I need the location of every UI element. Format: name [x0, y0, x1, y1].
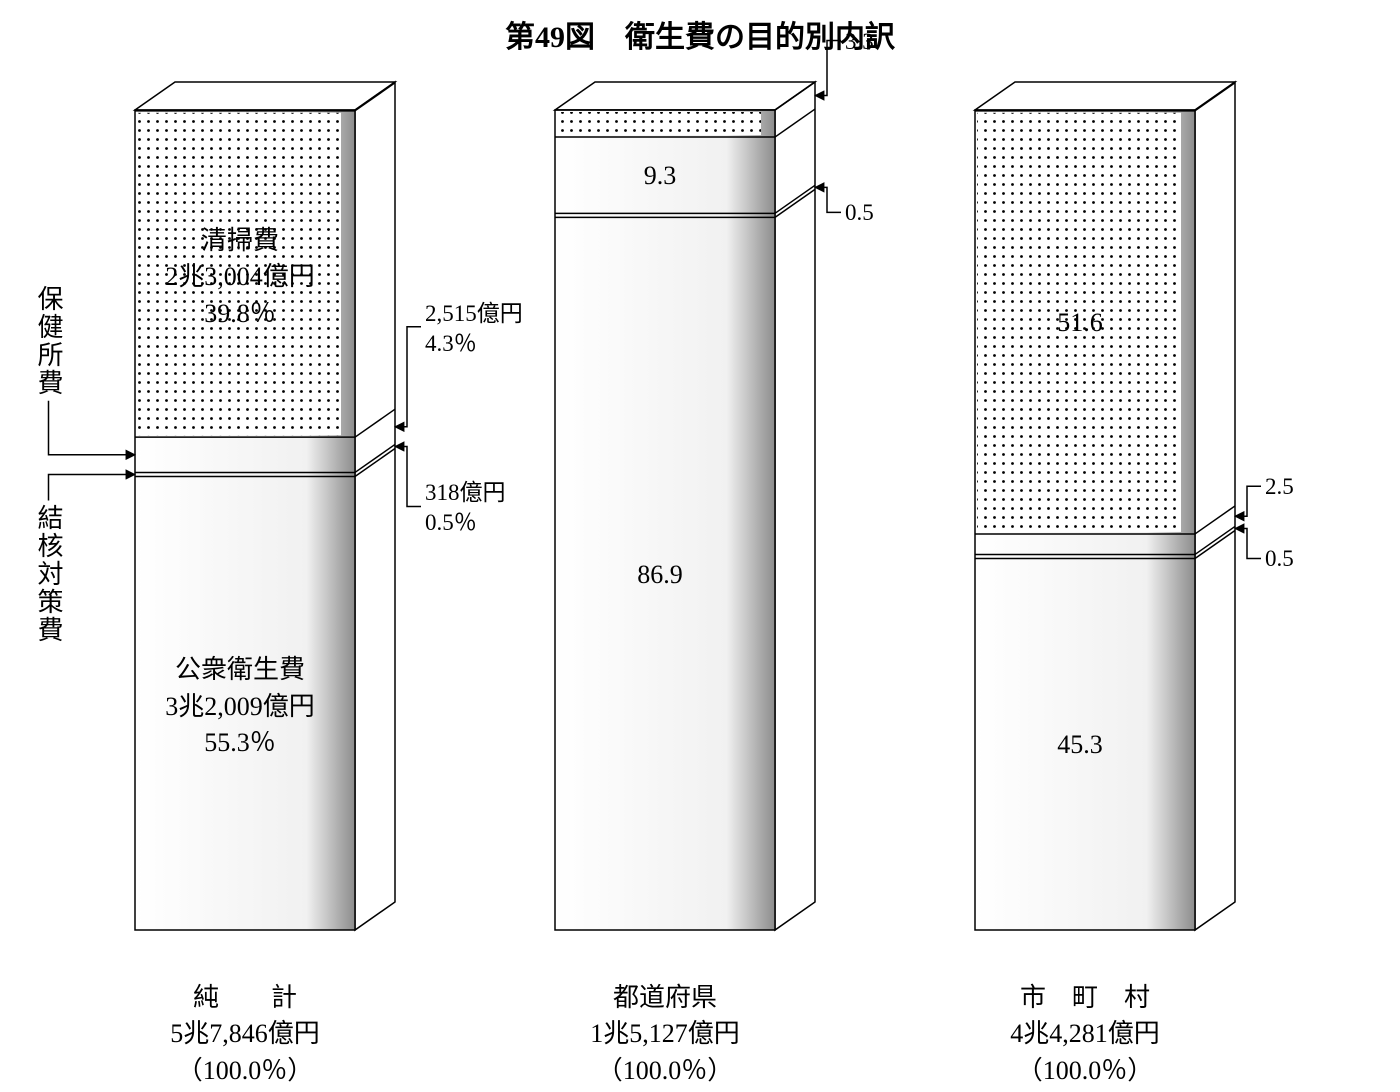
callout-city-tb: 0.5 [1265, 544, 1294, 574]
segment-label-city-clean: 51.6 [975, 305, 1185, 341]
callout-pref-tb: 0.5 [845, 198, 874, 228]
segment-label-total-public: 公衆衛生費3兆2,009億円55.3％ [135, 652, 345, 761]
caption-total: 純 計5兆7,846億円（100.0％） [95, 980, 395, 1089]
segment-label-total-clean: 清掃費2兆3,004億円39.8％ [135, 223, 345, 332]
callout-pref-clean: 3.3 [845, 27, 874, 57]
segment-label-pref-public: 86.9 [555, 557, 765, 593]
callout-city-hc: 2.5 [1265, 472, 1294, 502]
callout-total-hc: 2,515億円4.3％ [425, 299, 523, 359]
left-label-hokensho: 保健所費 [30, 285, 67, 397]
left-label-kekkaku: 結核対策費 [30, 504, 67, 644]
caption-pref: 都道府県1兆5,127億円（100.0％） [515, 980, 815, 1089]
segment-label-city-public: 45.3 [975, 727, 1185, 763]
caption-city: 市 町 村4兆4,281億円（100.0％） [935, 980, 1235, 1089]
segment-label-pref-hc: 9.3 [555, 158, 765, 194]
callout-total-tb: 318億円0.5％ [425, 478, 506, 538]
